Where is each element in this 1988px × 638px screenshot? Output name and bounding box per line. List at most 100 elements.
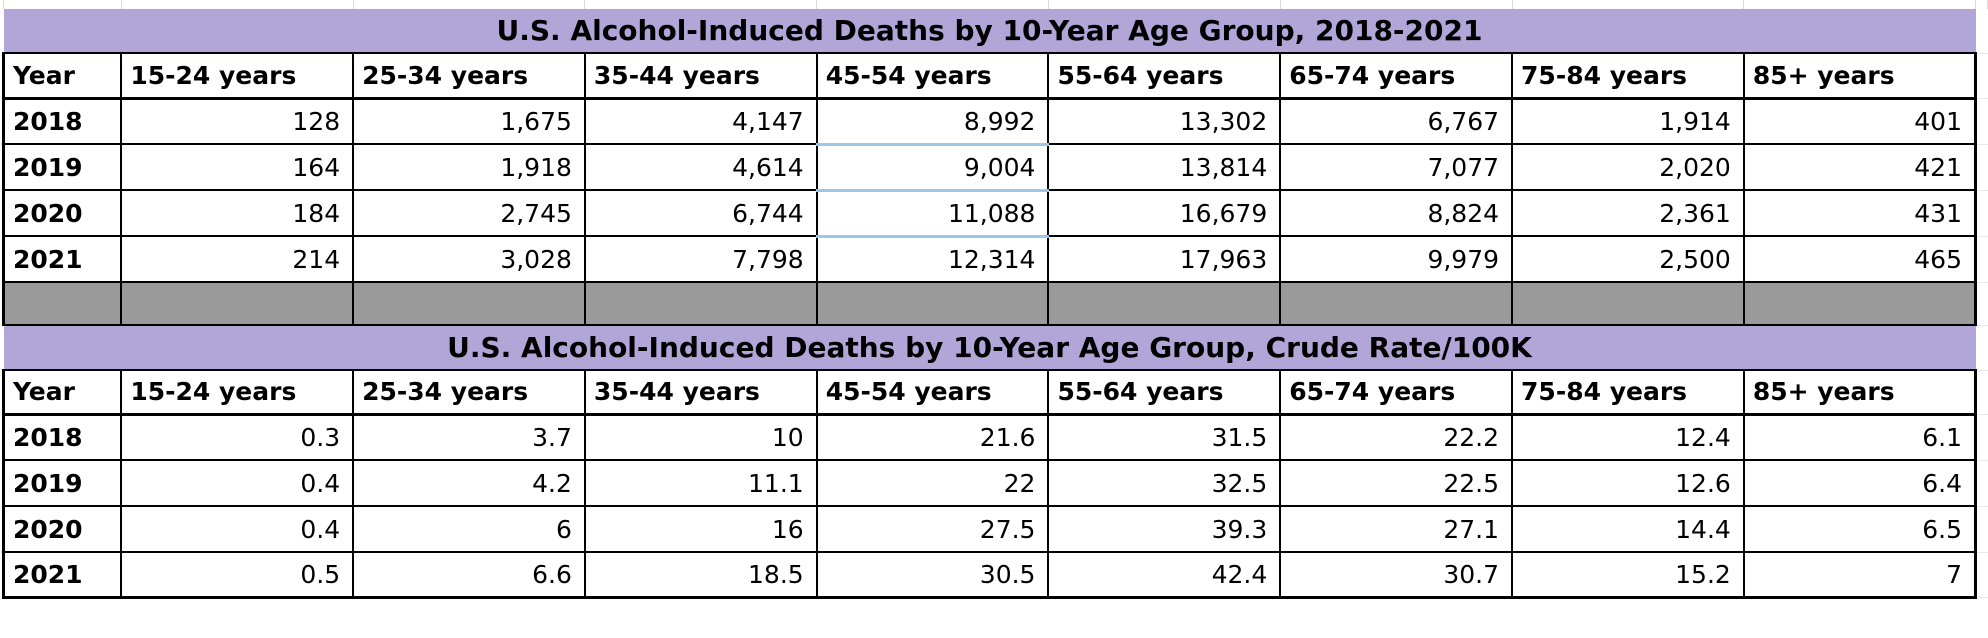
- data-cell[interactable]: 17,963: [1047, 235, 1282, 283]
- data-cell[interactable]: 7: [1742, 551, 1977, 599]
- data-cell[interactable]: 0.4: [120, 459, 355, 507]
- data-cell[interactable]: 6: [352, 505, 586, 553]
- header-cell[interactable]: 55-64 years: [1047, 52, 1282, 100]
- separator-cell[interactable]: [352, 281, 586, 326]
- data-cell[interactable]: 27.5: [815, 505, 1050, 553]
- data-cell[interactable]: 18.5: [583, 551, 818, 599]
- separator-cell[interactable]: [583, 281, 818, 326]
- data-cell[interactable]: 1,675: [352, 97, 586, 145]
- data-cell[interactable]: 7,798: [583, 235, 818, 283]
- data-cell[interactable]: 22: [815, 459, 1050, 507]
- data-cell[interactable]: 13,302: [1047, 97, 1282, 145]
- data-cell[interactable]: 421: [1742, 143, 1977, 191]
- data-cell[interactable]: 1,914: [1511, 97, 1745, 145]
- separator-cell[interactable]: [120, 281, 355, 326]
- header-cell[interactable]: 75-84 years: [1511, 369, 1745, 416]
- data-cell[interactable]: 0.3: [120, 413, 355, 461]
- data-cell[interactable]: 31.5: [1047, 413, 1282, 461]
- data-cell[interactable]: 184: [120, 189, 355, 237]
- year-cell[interactable]: 2020: [2, 505, 123, 553]
- year-cell[interactable]: 2019: [2, 459, 123, 507]
- data-cell[interactable]: 6.5: [1742, 505, 1977, 553]
- data-cell[interactable]: 6.6: [352, 551, 586, 599]
- year-cell[interactable]: 2019: [2, 143, 123, 191]
- data-cell[interactable]: 2,361: [1511, 189, 1745, 237]
- header-cell[interactable]: 45-54 years: [815, 52, 1050, 100]
- data-cell[interactable]: 21.6: [815, 413, 1050, 461]
- header-cell[interactable]: 25-34 years: [352, 52, 586, 100]
- data-cell[interactable]: 12.6: [1511, 459, 1745, 507]
- data-cell[interactable]: 401: [1742, 97, 1977, 145]
- data-cell[interactable]: 16,679: [1047, 189, 1282, 237]
- data-cell[interactable]: 22.5: [1279, 459, 1514, 507]
- data-cell[interactable]: 164: [120, 143, 355, 191]
- separator-cell[interactable]: [1742, 281, 1977, 326]
- header-cell[interactable]: 35-44 years: [583, 369, 818, 416]
- data-cell[interactable]: 4,614: [583, 143, 818, 191]
- data-cell[interactable]: 14.4: [1511, 505, 1745, 553]
- separator-cell[interactable]: [1047, 281, 1282, 326]
- data-cell[interactable]: 12.4: [1511, 413, 1745, 461]
- data-cell[interactable]: 4,147: [583, 97, 818, 145]
- data-cell[interactable]: 13,814: [1047, 143, 1282, 191]
- data-cell[interactable]: 2,020: [1511, 143, 1745, 191]
- header-cell[interactable]: 55-64 years: [1047, 369, 1282, 416]
- data-cell[interactable]: 6.4: [1742, 459, 1977, 507]
- data-cell[interactable]: 32.5: [1047, 459, 1282, 507]
- data-cell[interactable]: 2,500: [1511, 235, 1745, 283]
- data-cell[interactable]: 27.1: [1279, 505, 1514, 553]
- data-cell[interactable]: 465: [1742, 235, 1977, 283]
- data-cell[interactable]: 9,979: [1279, 235, 1514, 283]
- data-cell[interactable]: 16: [583, 505, 818, 553]
- header-cell[interactable]: 35-44 years: [583, 52, 818, 100]
- data-cell[interactable]: 3,028: [352, 235, 586, 283]
- data-cell[interactable]: 8,992: [815, 97, 1050, 146]
- separator-cell[interactable]: [1279, 281, 1514, 326]
- data-cell[interactable]: 30.7: [1279, 551, 1514, 599]
- header-cell[interactable]: 25-34 years: [352, 369, 586, 416]
- data-cell[interactable]: 7,077: [1279, 143, 1514, 191]
- data-cell[interactable]: 431: [1742, 189, 1977, 237]
- header-cell[interactable]: 65-74 years: [1279, 52, 1514, 100]
- data-cell[interactable]: 15.2: [1511, 551, 1745, 599]
- year-cell[interactable]: 2018: [2, 413, 123, 461]
- year-cell[interactable]: 2018: [2, 97, 123, 145]
- data-cell[interactable]: 39.3: [1047, 505, 1282, 553]
- header-cell[interactable]: Year: [2, 52, 123, 100]
- data-cell[interactable]: 1,918: [352, 143, 586, 191]
- table-title[interactable]: U.S. Alcohol-Induced Deaths by 10-Year A…: [3, 9, 1976, 53]
- header-cell[interactable]: 85+ years: [1742, 369, 1977, 416]
- header-cell[interactable]: 85+ years: [1742, 52, 1977, 100]
- header-cell[interactable]: 15-24 years: [120, 52, 355, 100]
- data-cell[interactable]: 8,824: [1279, 189, 1514, 237]
- data-cell[interactable]: 2,745: [352, 189, 586, 237]
- data-cell[interactable]: 11.1: [583, 459, 818, 507]
- header-cell[interactable]: Year: [2, 369, 123, 416]
- data-cell[interactable]: 3.7: [352, 413, 586, 461]
- header-cell[interactable]: 65-74 years: [1279, 369, 1514, 416]
- data-cell[interactable]: 0.4: [120, 505, 355, 553]
- separator-cell[interactable]: [815, 281, 1050, 326]
- year-cell[interactable]: 2021: [2, 235, 123, 283]
- data-cell[interactable]: 6,767: [1279, 97, 1514, 145]
- header-cell[interactable]: 15-24 years: [120, 369, 355, 416]
- header-cell[interactable]: 45-54 years: [815, 369, 1050, 416]
- data-cell[interactable]: 0.5: [120, 551, 355, 599]
- data-cell[interactable]: 12,314: [815, 235, 1050, 283]
- data-cell[interactable]: 6.1: [1742, 413, 1977, 461]
- data-cell[interactable]: 6,744: [583, 189, 818, 237]
- data-cell[interactable]: 4.2: [352, 459, 586, 507]
- separator-cell[interactable]: [1511, 281, 1745, 326]
- year-cell[interactable]: 2021: [2, 551, 123, 599]
- data-cell[interactable]: 22.2: [1279, 413, 1514, 461]
- data-cell[interactable]: 30.5: [815, 551, 1050, 599]
- header-cell[interactable]: 75-84 years: [1511, 52, 1745, 100]
- data-cell[interactable]: 42.4: [1047, 551, 1282, 599]
- year-cell[interactable]: 2020: [2, 189, 123, 237]
- separator-cell[interactable]: [2, 281, 123, 326]
- data-cell[interactable]: 11,088: [815, 189, 1050, 238]
- data-cell[interactable]: 214: [120, 235, 355, 283]
- data-cell[interactable]: 9,004: [815, 143, 1050, 192]
- data-cell[interactable]: 10: [583, 413, 818, 461]
- table-title[interactable]: U.S. Alcohol-Induced Deaths by 10-Year A…: [3, 325, 1976, 370]
